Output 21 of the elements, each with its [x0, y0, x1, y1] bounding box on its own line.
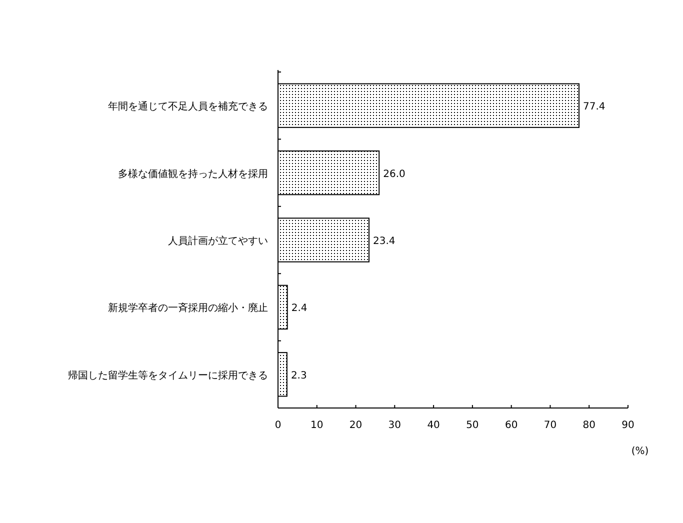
- x-tick-label: 30: [388, 420, 402, 431]
- data-label: 2.4: [291, 303, 308, 314]
- x-tick-label: 40: [427, 420, 440, 431]
- x-tick-label: 0: [274, 420, 282, 431]
- x-tick-label: 50: [466, 420, 479, 431]
- x-tick-label: 10: [310, 420, 324, 431]
- x-tick-label: 70: [544, 420, 557, 431]
- x-tick-label: 20: [349, 420, 362, 431]
- x-axis-title: (%): [631, 446, 649, 457]
- x-tick-label: 80: [582, 420, 596, 431]
- y-tick-label: 多様な価値観を持った人材を採用: [118, 168, 268, 180]
- y-tick-label: 帰国した留学生等をタイムリーに採用できる: [68, 369, 268, 382]
- x-tick-label: 90: [622, 420, 634, 431]
- data-label: 2.3: [290, 370, 307, 382]
- x-tick-label: 60: [504, 420, 518, 431]
- y-tick-label: 新規学卒者の一斉採用の縮小・廃止: [108, 302, 268, 314]
- y-tick-label: 人員計画が立てやすい: [168, 235, 268, 247]
- data-label: 26.0: [383, 168, 406, 180]
- y-tick-label: 年間を通じて不足人員を補充できる: [108, 100, 268, 113]
- data-label: 23.4: [373, 236, 396, 247]
- data-label: 77.4: [583, 102, 606, 113]
